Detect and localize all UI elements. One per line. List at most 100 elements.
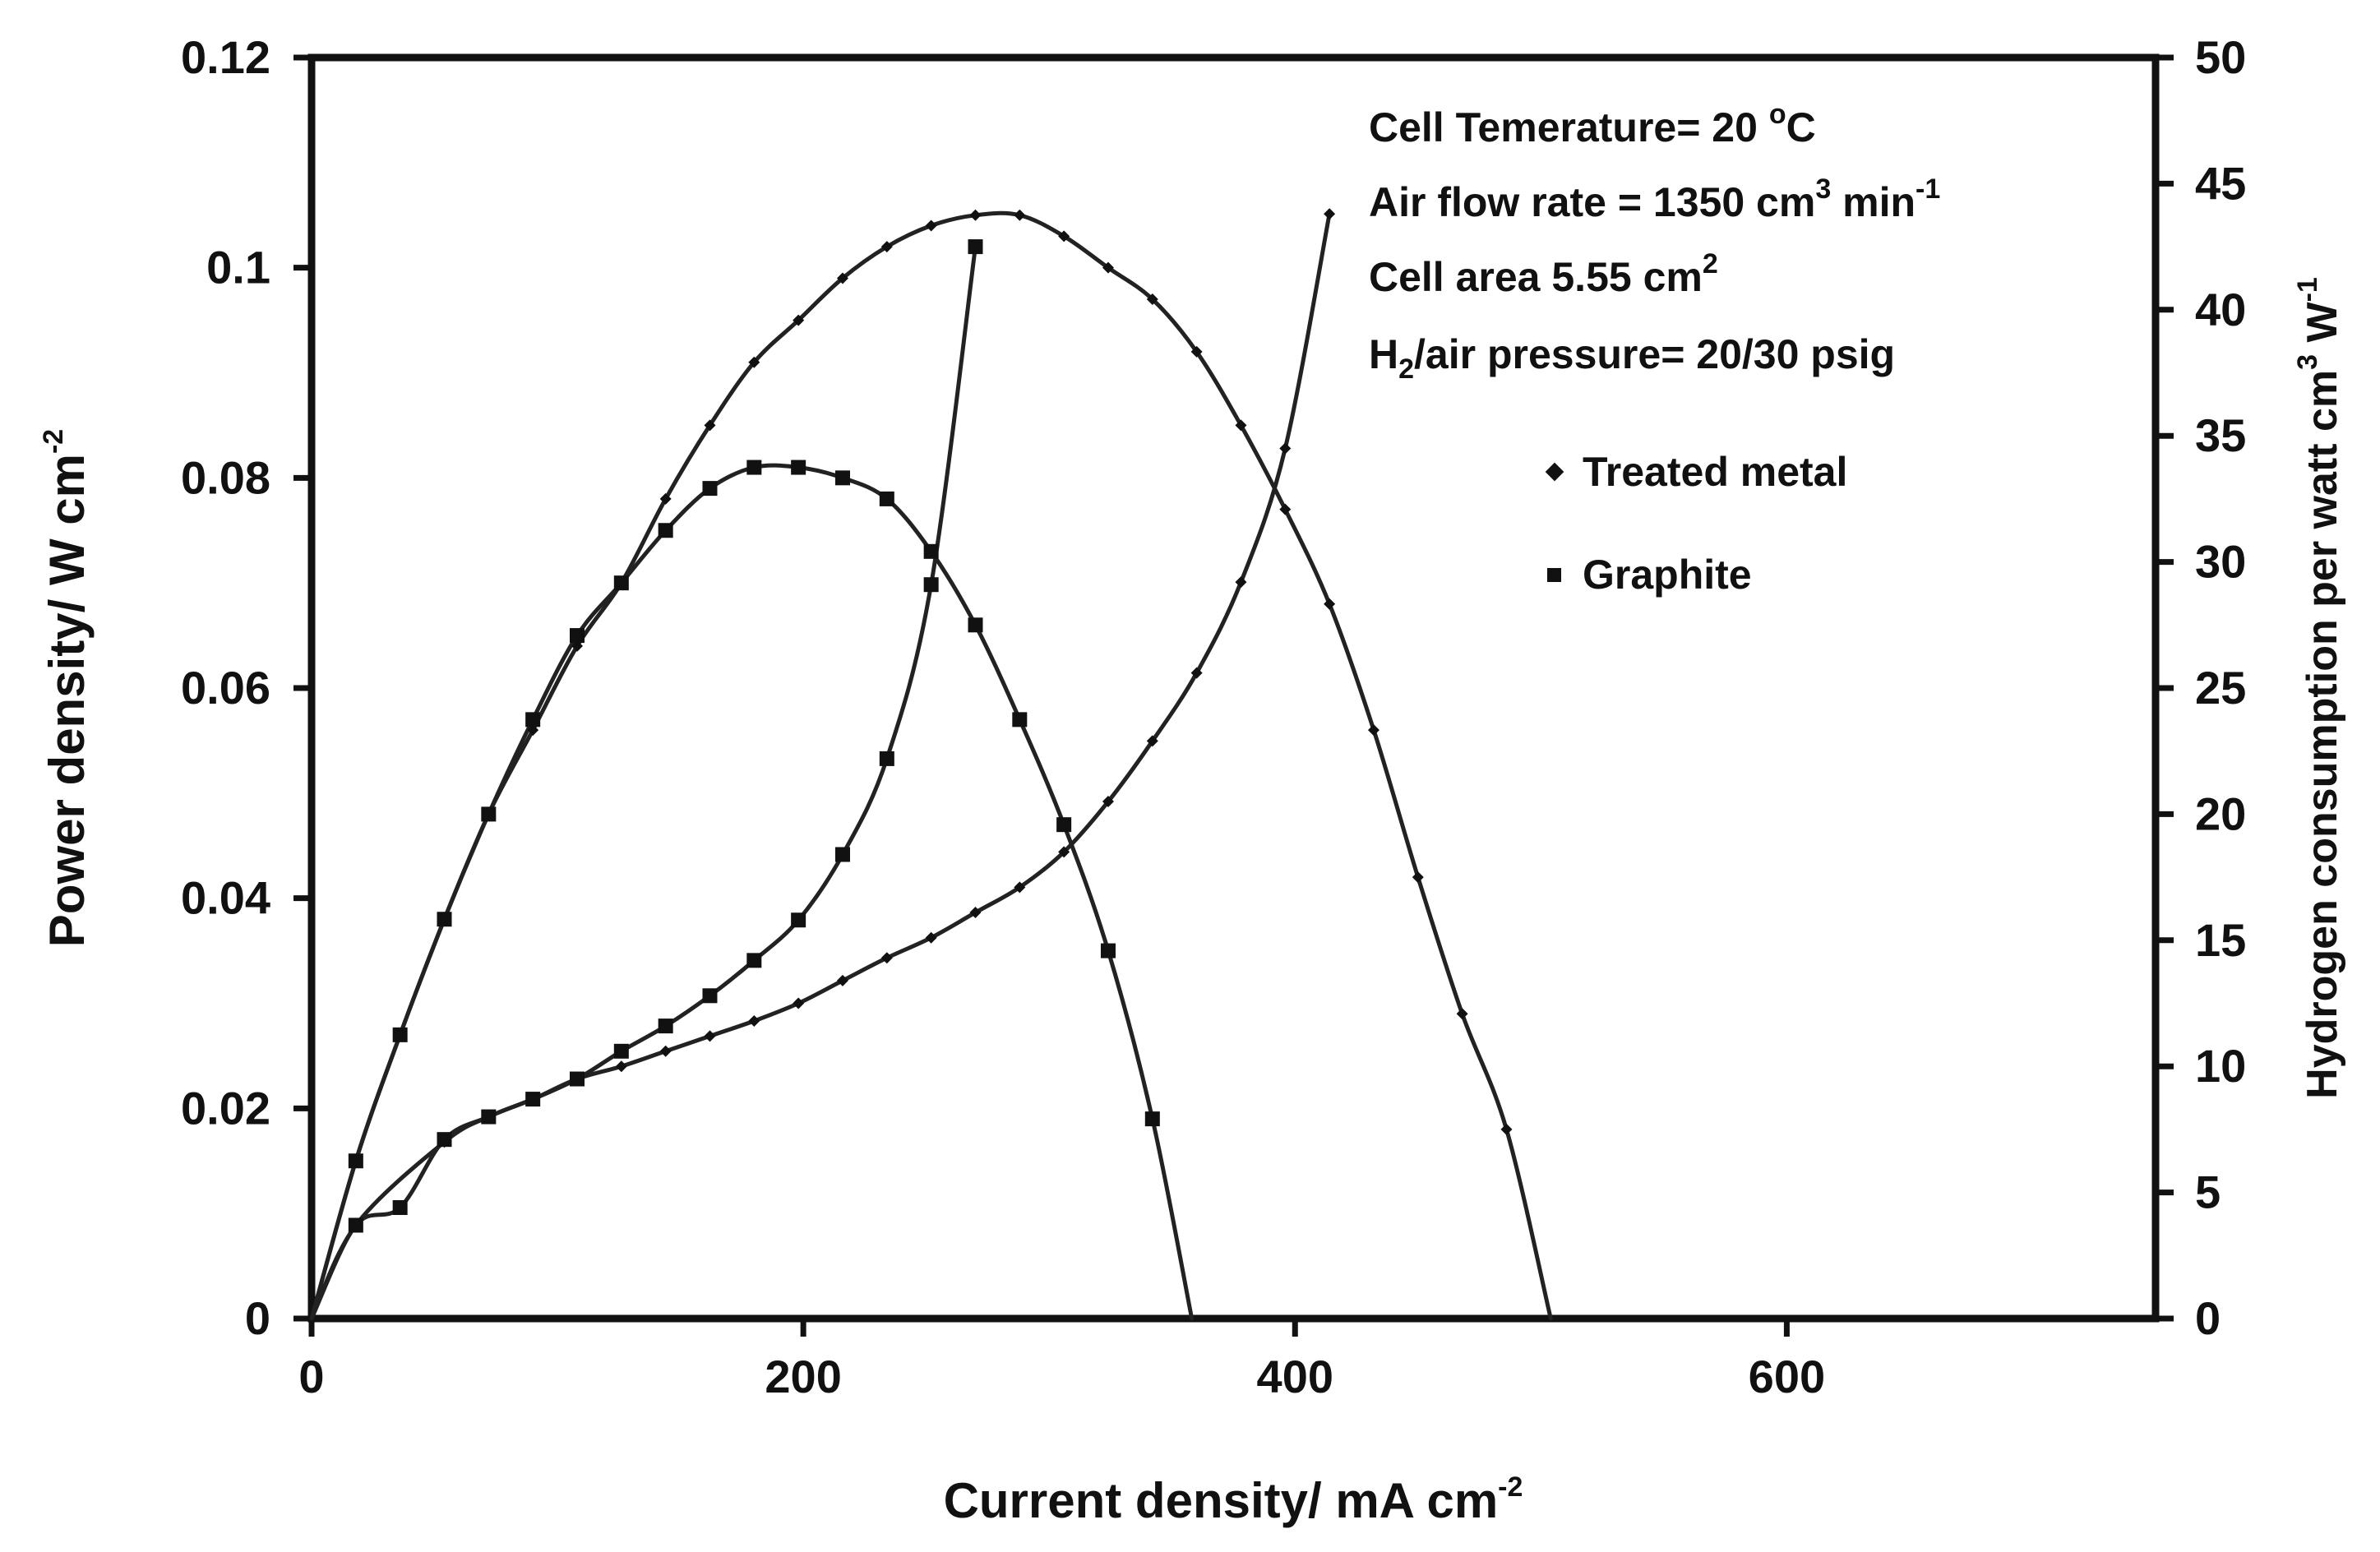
data-point-square — [791, 460, 806, 475]
legend: Treated metal Graphite — [1545, 449, 1847, 598]
data-point-diamond — [571, 640, 583, 652]
data-point-square — [658, 1018, 673, 1034]
data-point-square — [392, 1027, 408, 1042]
data-point-diamond — [1190, 345, 1203, 358]
data-point-diamond — [1190, 667, 1203, 679]
annotation-airflow-unit: min — [1831, 179, 1916, 225]
data-point-diamond — [836, 974, 848, 986]
data-point-square — [481, 806, 497, 822]
data-point-diamond — [1324, 598, 1336, 610]
left-y-axis-title-sup: -2 — [38, 429, 69, 454]
legend-label-treated-metal: Treated metal — [1583, 449, 1847, 495]
data-point-diamond — [1500, 1123, 1513, 1135]
right-y-axis-title-sup2: -1 — [2292, 277, 2323, 302]
data-point-diamond — [615, 1060, 627, 1073]
left-y-axis-ticks: 0 0.02 0.04 0.06 0.08 0.1 0.12 — [181, 31, 312, 1344]
right-y-tick-label: 40 — [2195, 284, 2246, 335]
x-tick-label: 600 — [1749, 1351, 1825, 1402]
x-tick-label: 400 — [1257, 1351, 1333, 1402]
data-point-diamond — [748, 356, 760, 368]
annotation-airflow-sup2: -1 — [1916, 173, 1940, 205]
data-point-square — [834, 470, 850, 486]
annotation-pressure: H2/air pressure= 20/30 psig — [1369, 331, 1895, 385]
x-axis-ticks: 0 200 400 600 — [298, 1319, 1825, 1402]
data-point-diamond — [1412, 871, 1424, 884]
left-y-tick-label: 0 — [245, 1292, 270, 1344]
annotation-cell-area: Cell area 5.55 cm2 — [1369, 248, 1718, 300]
annotation-airflow-text: Air flow rate = 1350 cm — [1369, 179, 1815, 225]
data-point-diamond — [880, 952, 893, 964]
right-y-tick-label: 20 — [2195, 788, 2246, 839]
data-point-diamond — [1279, 442, 1292, 455]
left-y-tick-label: 0.02 — [181, 1082, 270, 1134]
data-point-diamond — [1014, 209, 1026, 221]
data-point-diamond — [704, 1030, 716, 1042]
data-point-diamond — [836, 272, 848, 284]
right-y-tick-label: 10 — [2195, 1040, 2246, 1092]
data-point-square — [392, 1200, 408, 1216]
annotation-pressure-h: H — [1369, 331, 1398, 377]
data-point-square — [481, 1109, 497, 1125]
data-point-diamond — [1014, 881, 1026, 894]
data-point-square — [968, 617, 983, 633]
annotation-pressure-sub: 2 — [1398, 353, 1414, 385]
data-point-square — [834, 847, 850, 862]
right-y-tick-label: 35 — [2195, 409, 2246, 461]
data-point-diamond — [704, 419, 716, 432]
series-curve-3 — [309, 244, 977, 1321]
legend-marker-diamond — [1545, 462, 1564, 482]
left-y-tick-label: 0.04 — [181, 872, 270, 924]
annotation-temperature-sup: o — [1769, 99, 1786, 130]
x-axis-title: Current density/ mA cm-2 — [944, 1471, 1523, 1528]
data-point-square — [923, 577, 939, 593]
right-y-axis-title: Hydrogen consumption per watt cm3 W-1 — [2292, 277, 2346, 1099]
left-y-tick-label: 0.12 — [181, 31, 270, 83]
data-point-square — [348, 1217, 363, 1233]
data-point-diamond — [1058, 846, 1070, 858]
data-point-square — [1144, 1111, 1160, 1127]
data-point-diamond — [1146, 293, 1158, 306]
data-point-square — [1012, 712, 1028, 728]
data-point-diamond — [1367, 724, 1379, 737]
data-point-diamond — [880, 241, 893, 253]
data-point-square — [437, 912, 452, 927]
annotation-airflow-sup: 3 — [1815, 173, 1831, 205]
right-y-axis-title-text2: W — [2299, 301, 2346, 353]
data-point-square — [658, 523, 673, 538]
x-axis-title-sup: -2 — [1498, 1471, 1523, 1503]
data-point-diamond — [1102, 796, 1114, 808]
data-point-square — [746, 460, 762, 475]
data-point-diamond — [659, 1045, 672, 1057]
data-point-diamond — [1235, 576, 1247, 589]
right-y-tick-label: 45 — [2195, 157, 2246, 209]
left-y-tick-label: 0.08 — [181, 451, 270, 503]
data-point-diamond — [925, 931, 937, 944]
data-point-diamond — [969, 209, 982, 221]
right-y-axis-ticks: 0 5 10 15 20 25 30 35 40 45 50 — [2156, 31, 2246, 1344]
data-point-diamond — [748, 1014, 760, 1027]
data-point-diamond — [969, 907, 982, 919]
data-point-square — [437, 1132, 452, 1148]
data-point-square — [525, 1092, 541, 1107]
x-axis-title-text: Current density/ mA cm — [944, 1473, 1499, 1528]
data-point-square — [613, 1043, 629, 1059]
annotation-temperature-text: Cell Temerature= 20 — [1369, 104, 1769, 150]
data-point-square — [525, 712, 541, 728]
data-point-diamond — [1324, 208, 1336, 220]
data-point-square — [1056, 817, 1072, 833]
data-point-diamond — [1058, 230, 1070, 242]
annotation-cell-area-sup: 2 — [1703, 248, 1718, 279]
data-point-diamond — [1102, 261, 1114, 274]
annotation-cell-area-text: Cell area 5.55 cm — [1369, 254, 1703, 300]
data-point-square — [702, 481, 718, 497]
legend-label-graphite: Graphite — [1583, 552, 1752, 598]
data-point-square — [746, 953, 762, 968]
data-point-diamond — [527, 724, 539, 737]
right-y-axis-title-text1: Hydrogen consumption per watt cm — [2299, 370, 2346, 1099]
data-point-square — [968, 239, 983, 255]
data-point-diamond — [1456, 1008, 1468, 1020]
annotation-airflow: Air flow rate = 1350 cm3 min-1 — [1369, 173, 1940, 225]
data-markers — [348, 208, 1513, 1233]
